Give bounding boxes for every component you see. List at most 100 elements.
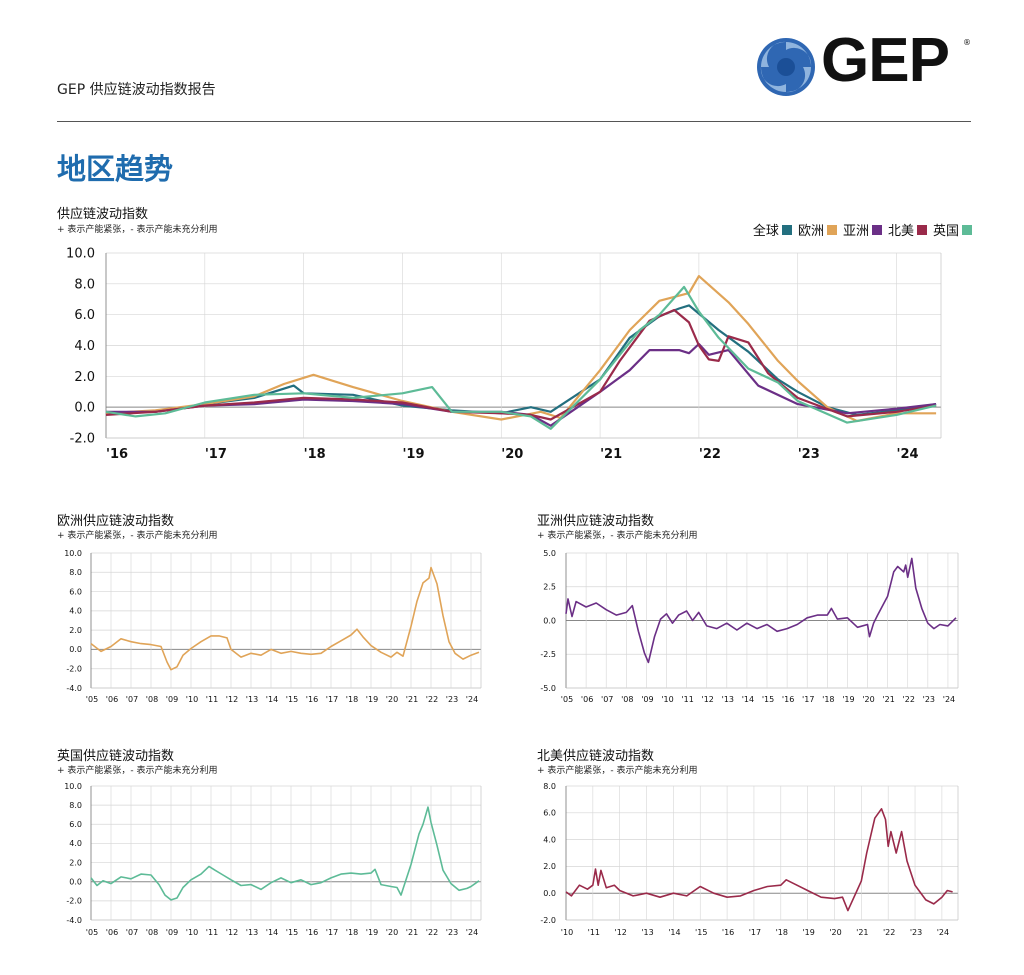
- x-tick-label: '21: [406, 928, 418, 937]
- x-tick-label: '05: [561, 695, 573, 704]
- legend-swatch-global: [781, 224, 792, 235]
- y-tick-label: 0.0: [543, 889, 556, 898]
- x-tick-label: '17: [326, 695, 338, 704]
- x-tick-label: '24: [937, 928, 949, 937]
- x-tick-label: '19: [802, 928, 814, 937]
- y-tick-label: 10.0: [64, 782, 82, 791]
- legend-swatch-europe: [826, 224, 837, 235]
- header-divider: [57, 121, 971, 122]
- x-tick-label: '16: [106, 447, 128, 462]
- europe-chart-title: 欧洲供应链波动指数: [57, 514, 175, 529]
- uk-chart-subtitle: + 表示产能紧张，- 表示产能未充分利用: [57, 766, 218, 776]
- x-tick-label: '24: [466, 695, 478, 704]
- x-tick-label: '10: [561, 928, 573, 937]
- y-tick-label: 2.0: [543, 862, 556, 871]
- x-tick-label: '19: [366, 695, 378, 704]
- x-tick-label: '20: [501, 447, 523, 462]
- y-tick-label: 8.0: [74, 277, 95, 292]
- x-tick-label: '13: [246, 695, 258, 704]
- x-tick-label: '14: [266, 928, 278, 937]
- x-tick-label: '11: [206, 928, 218, 937]
- y-tick-label: 2.0: [69, 626, 82, 635]
- series-line-uk: [105, 285, 937, 430]
- x-tick-label: '08: [146, 695, 158, 704]
- y-tick-label: 2.0: [69, 858, 82, 867]
- uk-chart-title: 英国供应链波动指数: [57, 749, 175, 764]
- y-tick-label: -2.0: [66, 665, 82, 674]
- x-tick-label: '19: [842, 695, 854, 704]
- x-tick-label: '23: [798, 447, 820, 462]
- series-line-asia: [106, 342, 937, 427]
- y-tick-label: 0.0: [74, 401, 95, 416]
- legend-swatch-northamerica: [916, 224, 927, 235]
- x-tick-label: '07: [126, 928, 138, 937]
- legend-item-uk: 英国: [933, 220, 972, 239]
- x-tick-label: '09: [166, 695, 178, 704]
- x-tick-label: '23: [446, 695, 458, 704]
- series-line-northamerica: [105, 308, 937, 421]
- y-tick-label: 4.0: [69, 607, 82, 616]
- series-line-uk: [90, 806, 480, 901]
- y-tick-label: 0.0: [69, 878, 82, 887]
- y-tick-label: -2.0: [70, 432, 95, 447]
- y-tick-label: 8.0: [69, 568, 82, 577]
- legend-item-northamerica: 北美: [888, 220, 927, 239]
- main-chart-legend: 全球 欧洲 亚洲 北美 英国: [753, 220, 972, 239]
- x-tick-label: '18: [822, 695, 834, 704]
- x-tick-label: '11: [206, 695, 218, 704]
- report-title: GEP 供应链波动指数报告: [57, 82, 216, 98]
- y-tick-label: 4.0: [74, 339, 95, 354]
- x-tick-label: '07: [126, 695, 138, 704]
- x-tick-label: '23: [446, 928, 458, 937]
- asia-chart-subtitle: + 表示产能紧张，- 表示产能未充分利用: [537, 531, 698, 541]
- x-tick-label: '06: [106, 928, 118, 937]
- y-tick-label: 8.0: [543, 782, 556, 791]
- asia-chart-title: 亚洲供应链波动指数: [537, 514, 655, 529]
- europe-chart-subtitle: + 表示产能紧张，- 表示产能未充分利用: [57, 531, 218, 541]
- y-tick-label: 5.0: [543, 549, 556, 558]
- section-title: 地区趋势: [57, 152, 174, 186]
- northamerica-chart-subtitle: + 表示产能紧张，- 表示产能未充分利用: [537, 766, 698, 776]
- legend-swatch-uk: [962, 224, 972, 235]
- series-line-europe: [105, 275, 937, 423]
- x-tick-label: '14: [266, 695, 278, 704]
- x-tick-label: '23: [910, 928, 922, 937]
- x-tick-label: '05: [86, 695, 98, 704]
- x-tick-label: '17: [205, 447, 227, 462]
- series-line-asia: [565, 557, 957, 664]
- gep-wordmark: GEP: [821, 26, 950, 95]
- x-tick-label: '20: [386, 928, 398, 937]
- x-tick-label: '18: [346, 695, 358, 704]
- x-tick-label: '12: [615, 928, 627, 937]
- x-tick-label: '19: [402, 447, 424, 462]
- x-tick-label: '15: [286, 928, 298, 937]
- x-tick-label: '18: [346, 928, 358, 937]
- x-tick-label: '20: [862, 695, 874, 704]
- legend-item-global: 全球: [753, 220, 792, 239]
- x-tick-label: '16: [782, 695, 794, 704]
- y-tick-label: 6.0: [74, 308, 95, 323]
- x-tick-label: '15: [286, 695, 298, 704]
- x-tick-label: '12: [226, 928, 238, 937]
- x-tick-label: '14: [668, 928, 680, 937]
- x-tick-label: '21: [600, 447, 622, 462]
- y-tick-label: 10.0: [64, 549, 82, 558]
- x-tick-label: '22: [883, 928, 895, 937]
- y-tick-label: 6.0: [69, 587, 82, 596]
- x-tick-label: '15: [695, 928, 707, 937]
- x-tick-label: '20: [386, 695, 398, 704]
- y-tick-label: 2.0: [74, 370, 95, 385]
- x-tick-label: '16: [306, 695, 318, 704]
- x-tick-label: '08: [146, 928, 158, 937]
- series-line-europe: [90, 566, 480, 671]
- x-tick-label: '13: [722, 695, 734, 704]
- x-tick-label: '10: [186, 928, 198, 937]
- x-tick-label: '22: [426, 695, 438, 704]
- x-tick-label: '10: [661, 695, 673, 704]
- x-tick-label: '12: [226, 695, 238, 704]
- y-tick-label: 6.0: [543, 809, 556, 818]
